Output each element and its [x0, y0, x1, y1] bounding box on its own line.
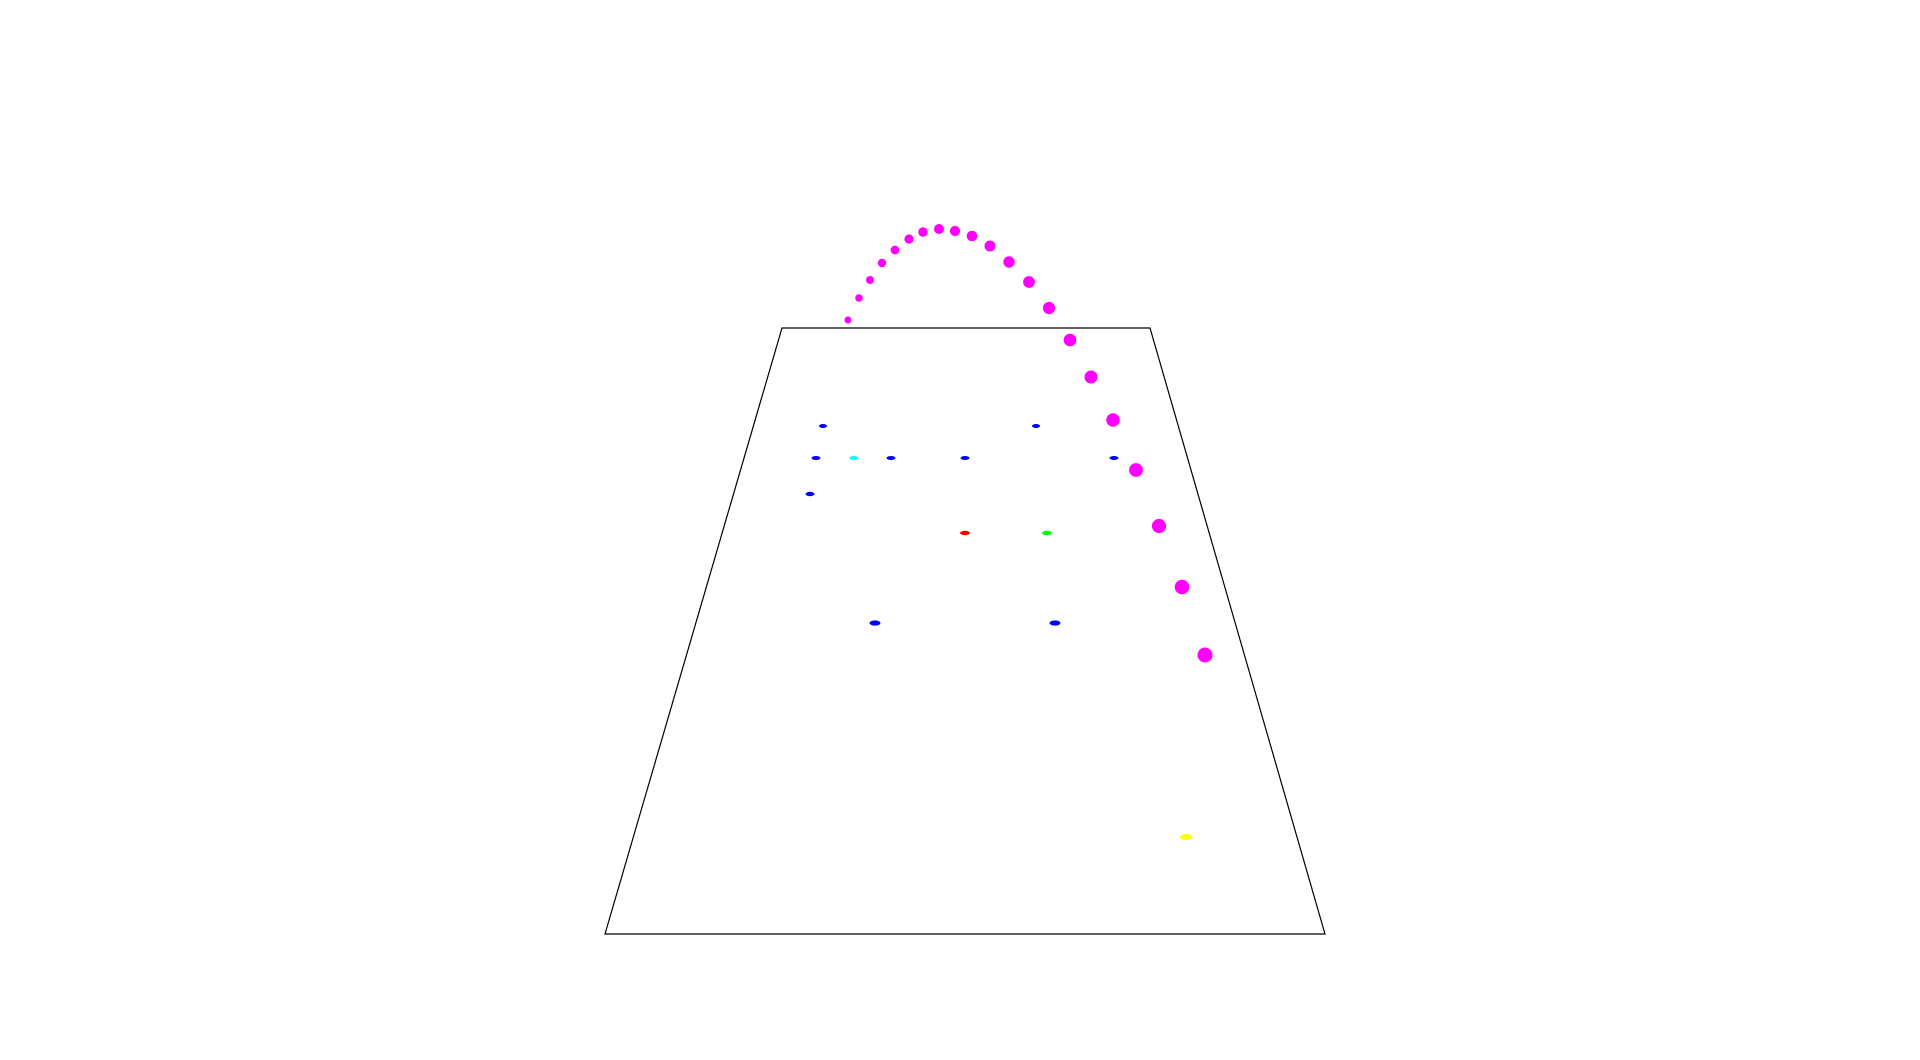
trajectory-point: [855, 294, 863, 302]
trajectory-point: [890, 245, 900, 255]
yellow-marker: [1180, 834, 1192, 840]
trajectory-point: [866, 276, 874, 284]
red-marker: [960, 530, 970, 536]
blue-marker: [886, 456, 896, 460]
trajectory-point: [1003, 256, 1015, 268]
blue-marker: [960, 456, 970, 460]
trajectory-point: [934, 224, 944, 234]
blue-marker: [869, 620, 881, 626]
field-outline: [604, 327, 1326, 935]
blue-marker: [811, 456, 821, 460]
trajectory-point: [1084, 370, 1098, 384]
trajectory-point: [949, 225, 961, 237]
trajectory-point: [984, 240, 996, 252]
trajectory-point: [1063, 333, 1077, 347]
blue-marker: [1032, 424, 1040, 428]
trajectory-point: [1129, 463, 1143, 477]
trajectory-point: [1151, 518, 1167, 534]
trajectory-point: [904, 234, 914, 244]
trajectory-point: [1023, 276, 1035, 288]
marker-layer: [805, 424, 1192, 840]
blue-marker: [819, 424, 827, 428]
trajectory-layer: [844, 224, 1213, 663]
blue-marker: [1109, 456, 1119, 460]
trajectory-point: [1042, 301, 1056, 315]
trajectory-point: [1106, 413, 1120, 427]
trajectory-point: [1174, 579, 1190, 595]
cyan-marker: [849, 456, 859, 460]
trajectory-point: [877, 258, 887, 268]
green-marker: [1042, 530, 1052, 536]
trajectory-point: [918, 227, 928, 237]
blue-marker: [1049, 620, 1061, 626]
trajectory-point: [1197, 647, 1213, 663]
trajectory-point: [966, 230, 978, 242]
trajectory-point: [844, 316, 852, 324]
blue-marker: [805, 491, 815, 497]
